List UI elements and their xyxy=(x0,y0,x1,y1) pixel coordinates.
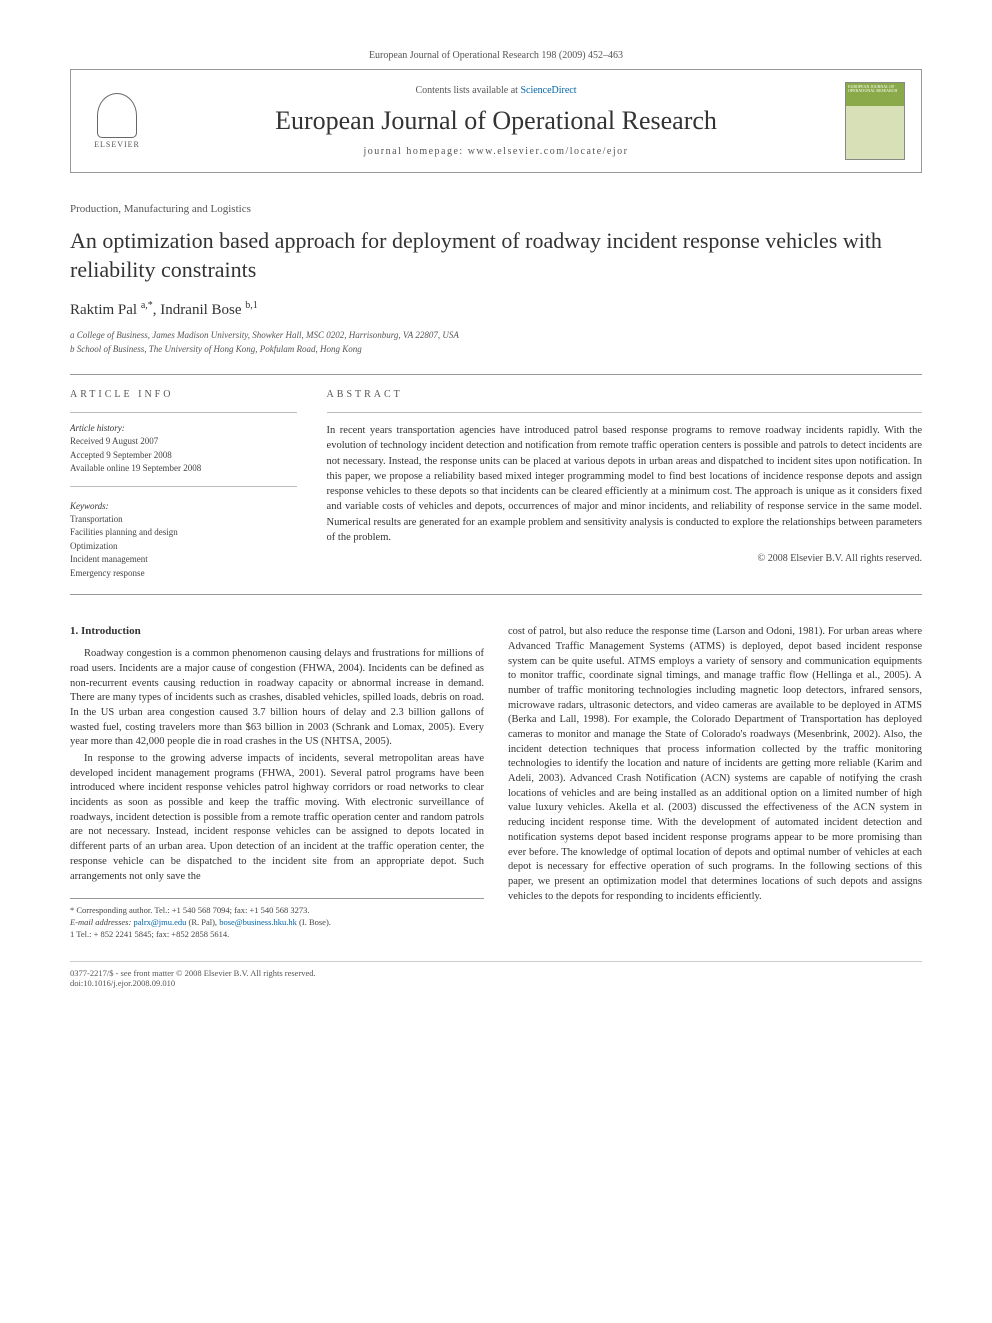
authors: Raktim Pal a,*, Indranil Bose b,1 xyxy=(70,300,922,319)
cover-text: EUROPEAN JOURNAL OF OPERATIONAL RESEARCH xyxy=(846,83,904,96)
intro-heading: 1. Introduction xyxy=(70,625,484,637)
abstract-panel: ABSTRACT In recent years transportation … xyxy=(309,375,922,594)
journal-header-box: ELSEVIER Contents lists available at Sci… xyxy=(70,69,922,173)
email-who: (R. Pal), xyxy=(186,917,219,927)
article-title: An optimization based approach for deplo… xyxy=(70,227,922,284)
email-line: E-mail addresses: palrx@jmu.edu (R. Pal)… xyxy=(70,917,484,929)
affiliation-a: a College of Business, James Madison Uni… xyxy=(70,329,922,343)
history-label: Article history: xyxy=(70,423,297,433)
affiliations: a College of Business, James Madison Uni… xyxy=(70,329,922,356)
keyword: Facilities planning and design xyxy=(70,526,297,540)
journal-reference: European Journal of Operational Research… xyxy=(70,50,922,61)
elsevier-tree-icon xyxy=(97,93,137,138)
online-date: Available online 19 September 2008 xyxy=(70,462,297,476)
corresponding-author: * Corresponding author. Tel.: +1 540 568… xyxy=(70,905,484,917)
abstract-text: In recent years transportation agencies … xyxy=(327,412,922,545)
email-who: (I. Bose). xyxy=(297,917,331,927)
body-paragraph: Roadway congestion is a common phenomeno… xyxy=(70,647,484,750)
footnotes: * Corresponding author. Tel.: +1 540 568… xyxy=(70,898,484,941)
contents-prefix: Contents lists available at xyxy=(415,85,520,96)
body-column-left: 1. Introduction Roadway congestion is a … xyxy=(70,625,484,941)
keyword: Emergency response xyxy=(70,567,297,581)
page-footer: 0377-2217/$ - see front matter © 2008 El… xyxy=(70,961,922,988)
sciencedirect-link[interactable]: ScienceDirect xyxy=(520,85,576,96)
email-link[interactable]: palrx@jmu.edu xyxy=(133,917,186,927)
keyword: Incident management xyxy=(70,553,297,567)
section-label: Production, Manufacturing and Logistics xyxy=(70,203,922,215)
elsevier-label: ELSEVIER xyxy=(94,140,140,149)
body-column-right: cost of patrol, but also reduce the resp… xyxy=(508,625,922,941)
article-info-panel: ARTICLE INFO Article history: Received 9… xyxy=(70,375,309,594)
body-paragraph: cost of patrol, but also reduce the resp… xyxy=(508,625,922,904)
email-link[interactable]: bose@business.hku.hk xyxy=(219,917,297,927)
abstract-copyright: © 2008 Elsevier B.V. All rights reserved… xyxy=(327,553,922,564)
footer-left: 0377-2217/$ - see front matter © 2008 El… xyxy=(70,968,316,988)
footnote-tel: 1 Tel.: + 852 2241 5845; fax: +852 2858 … xyxy=(70,929,484,941)
email-label: E-mail addresses: xyxy=(70,917,131,927)
affiliation-b: b School of Business, The University of … xyxy=(70,343,922,357)
journal-homepage: journal homepage: www.elsevier.com/locat… xyxy=(167,146,825,157)
journal-cover-thumbnail: EUROPEAN JOURNAL OF OPERATIONAL RESEARCH xyxy=(845,82,905,160)
received-date: Received 9 August 2007 xyxy=(70,435,297,449)
keyword: Optimization xyxy=(70,540,297,554)
accepted-date: Accepted 9 September 2008 xyxy=(70,449,297,463)
journal-title: European Journal of Operational Research xyxy=(167,106,825,136)
contents-line: Contents lists available at ScienceDirec… xyxy=(167,85,825,96)
keyword: Transportation xyxy=(70,513,297,527)
body-paragraph: In response to the growing adverse impac… xyxy=(70,752,484,884)
article-info-header: ARTICLE INFO xyxy=(70,389,297,400)
abstract-header: ABSTRACT xyxy=(327,389,922,400)
keywords-label: Keywords: xyxy=(70,501,297,511)
elsevier-logo: ELSEVIER xyxy=(87,86,147,156)
